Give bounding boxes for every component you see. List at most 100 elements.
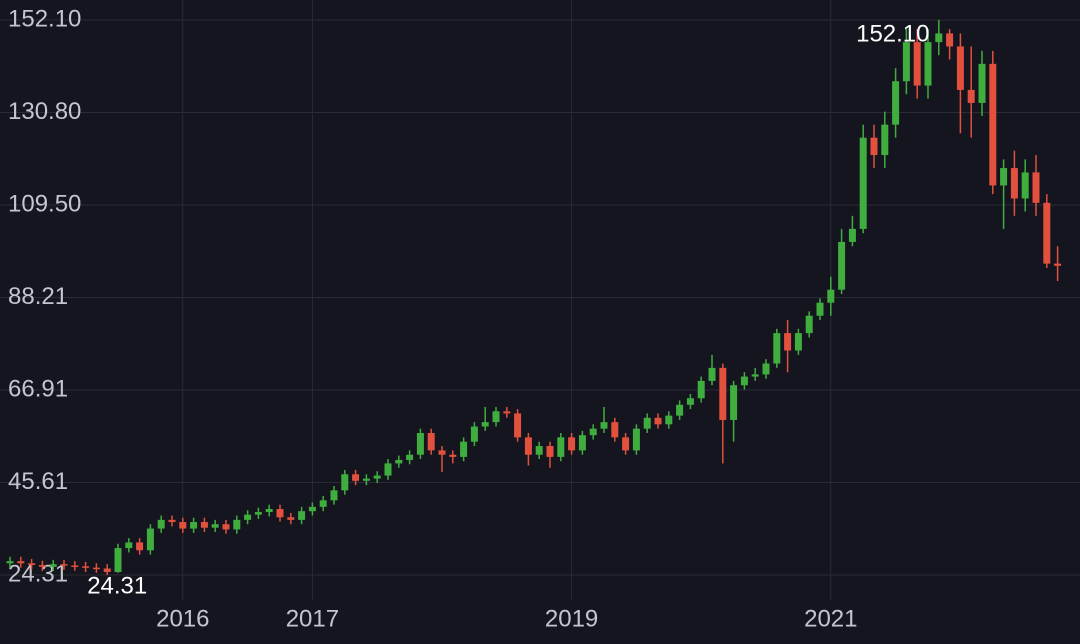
- candle-body: [38, 565, 46, 567]
- candle-body: [1000, 168, 1008, 186]
- candle-body: [838, 241, 846, 290]
- candle-body: [859, 137, 867, 229]
- candle-body: [697, 380, 705, 399]
- candle-body: [49, 564, 57, 567]
- candle-body: [28, 563, 36, 566]
- candle-body: [460, 441, 468, 457]
- candle-body: [1021, 172, 1029, 199]
- x-tick-label: 2017: [286, 605, 339, 632]
- y-tick-label: 45.61: [8, 468, 68, 495]
- candle-body: [136, 542, 144, 551]
- candle-body: [146, 528, 154, 551]
- candle-body: [773, 333, 781, 364]
- candle-body: [103, 568, 111, 572]
- candle-body: [373, 475, 381, 479]
- candle-body: [427, 433, 435, 451]
- candle-body: [492, 411, 500, 423]
- candle-body: [6, 561, 14, 564]
- candle-body: [557, 437, 565, 457]
- candle-body: [319, 500, 327, 507]
- candle-body: [924, 42, 932, 86]
- candle-body: [622, 437, 630, 451]
- candle-body: [827, 289, 835, 303]
- candle-body: [330, 490, 338, 501]
- candle-body: [406, 454, 414, 460]
- candle-body: [546, 446, 554, 457]
- y-tick-label: 109.50: [8, 190, 81, 217]
- candle-body: [600, 422, 608, 429]
- candle-body: [611, 422, 619, 438]
- candle-body: [578, 435, 586, 451]
- candle-body: [168, 519, 176, 523]
- y-tick-label: 88.21: [8, 283, 68, 310]
- candle-body: [287, 517, 295, 520]
- y-tick-label: 130.80: [8, 98, 81, 125]
- y-tick-label: 66.91: [8, 375, 68, 402]
- candle-body: [298, 511, 306, 520]
- candle-body: [470, 426, 478, 442]
- candle-body: [665, 415, 673, 425]
- candle-body: [978, 63, 986, 103]
- candle-body: [179, 522, 187, 529]
- candle-body: [643, 417, 651, 429]
- candle-body: [784, 333, 792, 351]
- candle-body: [125, 542, 133, 549]
- candle-body: [719, 367, 727, 420]
- candle-body: [956, 46, 964, 90]
- candle-body: [71, 565, 79, 567]
- x-tick-label: 2021: [804, 605, 857, 632]
- candle-body: [233, 519, 241, 530]
- candle-body: [654, 417, 662, 425]
- candle-body: [751, 374, 759, 377]
- candle-body: [384, 463, 392, 476]
- y-tick-label: 152.10: [8, 5, 81, 32]
- y-tick-label: 24.31: [8, 560, 68, 587]
- candle-body: [60, 564, 68, 566]
- candle-body: [222, 524, 230, 530]
- candle-body: [762, 363, 770, 375]
- candle-body: [740, 376, 748, 386]
- candle-body: [892, 81, 900, 125]
- candle-body: [848, 228, 856, 242]
- candle-body: [524, 437, 532, 455]
- high-label: 152.10: [856, 20, 929, 47]
- candle-body: [416, 433, 424, 455]
- candle-body: [946, 33, 954, 47]
- candle-body: [967, 89, 975, 103]
- candle-body: [341, 474, 349, 491]
- candle-body: [902, 42, 910, 82]
- candle-body: [1010, 168, 1018, 199]
- candle-body: [395, 459, 403, 464]
- candle-body: [1032, 172, 1040, 203]
- x-tick-label: 2016: [156, 605, 209, 632]
- candle-body: [794, 333, 802, 351]
- candle-body: [157, 519, 165, 529]
- candle-body: [805, 315, 813, 334]
- candle-body: [632, 428, 640, 451]
- candle-body: [265, 509, 273, 513]
- candle-body: [1043, 202, 1051, 264]
- candle-body: [686, 398, 694, 405]
- candle-body: [708, 367, 716, 381]
- candle-body: [589, 428, 597, 436]
- candle-body: [276, 509, 284, 518]
- candle-body: [244, 514, 252, 520]
- candle-body: [730, 385, 738, 420]
- candle-body: [200, 522, 208, 528]
- candle-body: [935, 33, 943, 43]
- candle-body: [568, 437, 576, 451]
- candle-body: [190, 522, 198, 529]
- candle-body: [308, 506, 316, 512]
- candle-body: [870, 137, 878, 156]
- candle-body: [362, 478, 370, 481]
- candle-body: [82, 566, 90, 568]
- candle-body: [211, 524, 219, 528]
- candle-body: [114, 548, 122, 572]
- candle-body: [503, 411, 511, 414]
- candle-body: [1054, 263, 1062, 266]
- low-label: 24.31: [87, 572, 147, 599]
- x-tick-label: 2019: [545, 605, 598, 632]
- candle-body: [881, 124, 889, 156]
